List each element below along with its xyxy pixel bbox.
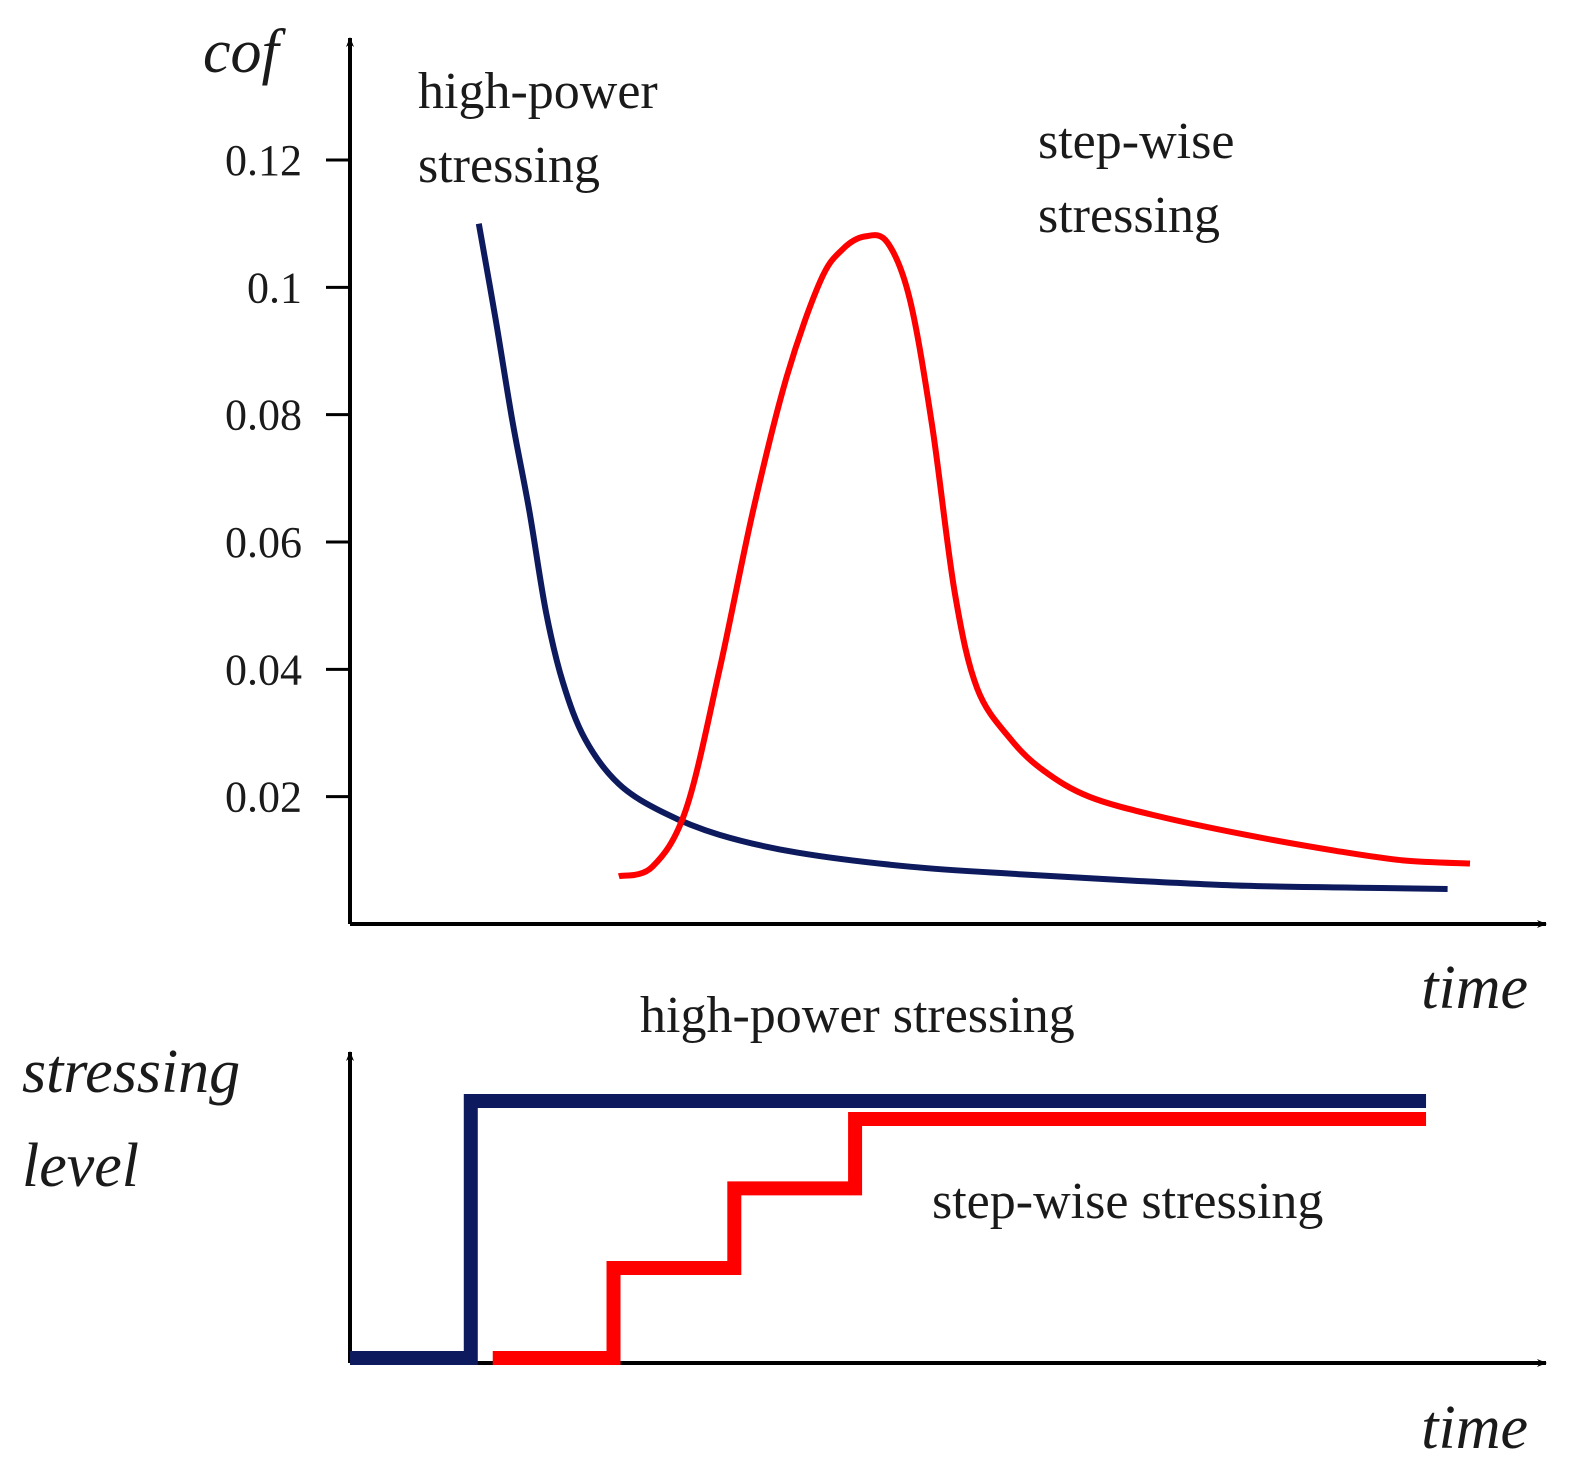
- high-power-cof-line: [475, 223, 1448, 892]
- y-tick-label: 0.06: [225, 518, 302, 567]
- cof-chart: cof time 0.02 0.04 0.06 0.08 0.1 0.12 high-po…: [203, 18, 1547, 1022]
- step-wise-stress-step-line: [492, 1111, 1427, 1365]
- annotation-step-wise-line1: step-wise: [1038, 113, 1234, 170]
- stress-y-axis-title-line2: level: [22, 1132, 139, 1200]
- stressing-level-chart: stressing level time high-power stressin…: [22, 987, 1547, 1462]
- y-tick-label: 0.1: [247, 263, 302, 312]
- stress-x-axis-title: time: [1421, 1394, 1528, 1462]
- y-tick-label: 0.08: [225, 391, 302, 440]
- y-tick-label: 0.04: [225, 645, 302, 694]
- annotation-step-wise-line2: stressing: [1038, 187, 1220, 244]
- cof-x-axis-title: time: [1421, 954, 1528, 1022]
- step-wise-cof-line: [617, 232, 1471, 880]
- stress-y-axis-title-line1: stressing: [22, 1038, 240, 1106]
- cof-y-axis-title: cof: [203, 18, 287, 86]
- y-tick-label: 0.02: [225, 773, 302, 822]
- cof-y-ticks: 0.02 0.04 0.06 0.08 0.1 0.12: [225, 136, 350, 822]
- high-power-stress-step-line: [350, 1094, 1427, 1365]
- annotation-step-wise-stressing: step-wise stressing: [932, 1173, 1323, 1230]
- y-tick-label: 0.12: [225, 136, 302, 185]
- annotation-high-power-stressing: high-power stressing: [640, 987, 1075, 1044]
- annotation-high-power-line1: high-power: [418, 63, 658, 120]
- stress-series: [350, 1094, 1427, 1365]
- cof-series: [475, 223, 1471, 892]
- annotation-high-power-line2: stressing: [418, 137, 600, 194]
